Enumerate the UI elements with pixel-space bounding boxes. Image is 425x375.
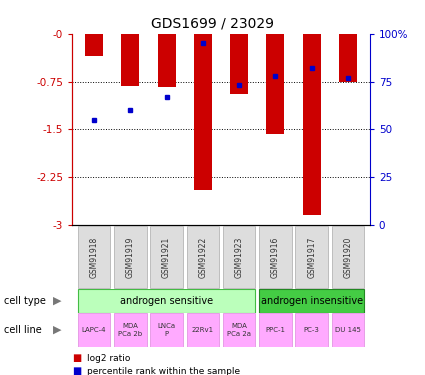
Text: ▶: ▶ <box>53 296 62 306</box>
Bar <box>187 226 219 288</box>
Text: PC-3: PC-3 <box>304 327 320 333</box>
Bar <box>114 314 147 346</box>
Bar <box>194 34 212 190</box>
Text: androgen sensitive: androgen sensitive <box>120 296 213 306</box>
Bar <box>332 226 364 288</box>
Bar <box>85 34 103 56</box>
Text: GSM91920: GSM91920 <box>343 236 352 278</box>
Text: GDS1699 / 23029: GDS1699 / 23029 <box>151 17 274 31</box>
Text: PPC-1: PPC-1 <box>266 327 286 333</box>
Bar <box>150 226 183 288</box>
Text: GSM91922: GSM91922 <box>198 236 207 278</box>
Bar <box>78 226 110 288</box>
Bar <box>295 314 328 346</box>
Text: LAPC-4: LAPC-4 <box>82 327 106 333</box>
Bar <box>303 34 321 215</box>
Text: GSM91923: GSM91923 <box>235 236 244 278</box>
Text: ■: ■ <box>72 366 82 375</box>
Text: 22Rv1: 22Rv1 <box>192 327 214 333</box>
Text: GSM91917: GSM91917 <box>307 236 316 278</box>
Text: ▶: ▶ <box>53 325 62 335</box>
Text: GSM91916: GSM91916 <box>271 236 280 278</box>
Text: androgen insensitive: androgen insensitive <box>261 296 363 306</box>
Bar <box>259 289 364 313</box>
Text: GSM91921: GSM91921 <box>162 236 171 278</box>
Bar <box>121 34 139 86</box>
Bar <box>332 314 364 346</box>
Bar <box>230 34 248 94</box>
Bar <box>339 34 357 82</box>
Bar <box>295 226 328 288</box>
Bar <box>78 314 110 346</box>
Text: GSM91918: GSM91918 <box>90 236 99 278</box>
Text: DU 145: DU 145 <box>335 327 361 333</box>
Bar <box>259 314 292 346</box>
Text: ■: ■ <box>72 353 82 363</box>
Bar <box>266 34 284 134</box>
Text: MDA
PCa 2a: MDA PCa 2a <box>227 324 251 336</box>
Bar <box>150 314 183 346</box>
Bar <box>114 226 147 288</box>
Bar <box>78 289 255 313</box>
Text: MDA
PCa 2b: MDA PCa 2b <box>118 324 142 336</box>
Text: GSM91919: GSM91919 <box>126 236 135 278</box>
Text: cell type: cell type <box>4 296 46 306</box>
Bar <box>223 314 255 346</box>
Bar <box>259 226 292 288</box>
Bar <box>187 314 219 346</box>
Bar <box>223 226 255 288</box>
Text: LNCa
P: LNCa P <box>158 324 176 336</box>
Text: percentile rank within the sample: percentile rank within the sample <box>87 367 240 375</box>
Text: log2 ratio: log2 ratio <box>87 354 130 363</box>
Bar <box>158 34 176 87</box>
Text: cell line: cell line <box>4 325 42 335</box>
